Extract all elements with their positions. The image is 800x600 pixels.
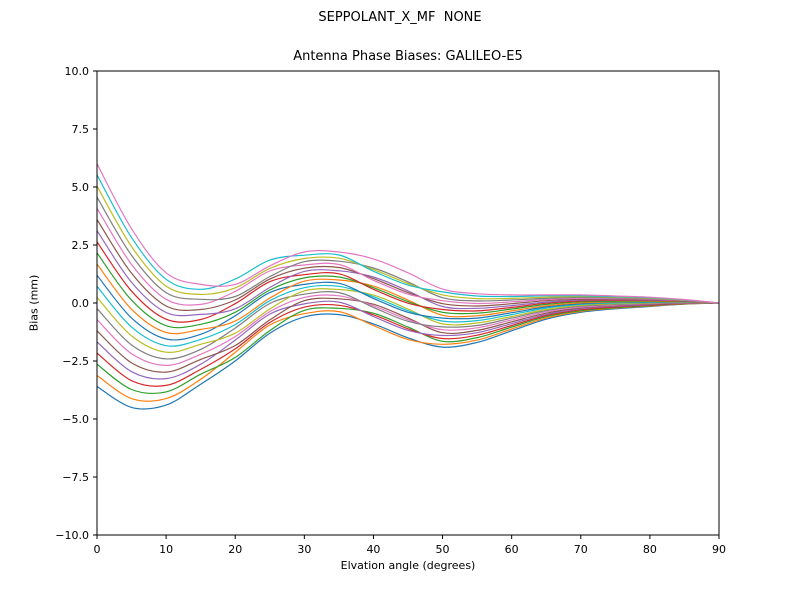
x-axis-label: Elvation angle (degrees) (340, 559, 476, 572)
phase-bias-line-18 (97, 196, 719, 304)
y-tick-label: −7.5 (62, 471, 89, 484)
phase-bias-line-12 (97, 263, 719, 335)
x-tick-label: 20 (228, 543, 242, 556)
x-tick-label: 30 (297, 543, 311, 556)
phase-bias-line-16 (97, 218, 719, 312)
phase-bias-line-1 (97, 302, 719, 410)
x-tick-label: 50 (436, 543, 450, 556)
y-tick-label: 7.5 (72, 123, 90, 136)
x-tick-label: 40 (366, 543, 380, 556)
y-tick-label: 0.0 (72, 297, 90, 310)
phase-bias-line-10 (97, 284, 719, 347)
y-tick-label: 2.5 (72, 239, 90, 252)
series-group (97, 163, 719, 410)
y-tick-label: 5.0 (72, 181, 90, 194)
x-tick-label: 70 (574, 543, 588, 556)
phase-bias-line-9 (97, 288, 719, 353)
y-axis-label: Bias (mm) (27, 274, 41, 332)
phase-bias-line-3 (97, 302, 719, 395)
x-tick-label: 60 (505, 543, 519, 556)
x-tick-label: 90 (712, 543, 726, 556)
phase-bias-line-20 (97, 174, 719, 304)
y-tick-label: 10.0 (65, 65, 90, 78)
phase-bias-line-13 (97, 252, 719, 329)
phase-bias-line-17 (97, 207, 719, 306)
y-tick-label: −2.5 (62, 355, 89, 368)
figure-title: SEPPOLANT_X_MF NONE (318, 10, 482, 25)
phase-bias-line-21 (97, 163, 719, 304)
y-tick-label: −5.0 (62, 413, 89, 426)
phase-bias-line-7 (97, 294, 719, 367)
axes-title: Antenna Phase Biases: GALILEO-E5 (293, 49, 523, 64)
x-tick-label: 10 (159, 543, 173, 556)
x-tick-label: 80 (643, 543, 657, 556)
phase-bias-line-4 (97, 302, 719, 387)
phase-bias-line-8 (97, 291, 719, 360)
y-tick-label: −10.0 (55, 529, 89, 542)
x-tick-label: 0 (94, 543, 101, 556)
